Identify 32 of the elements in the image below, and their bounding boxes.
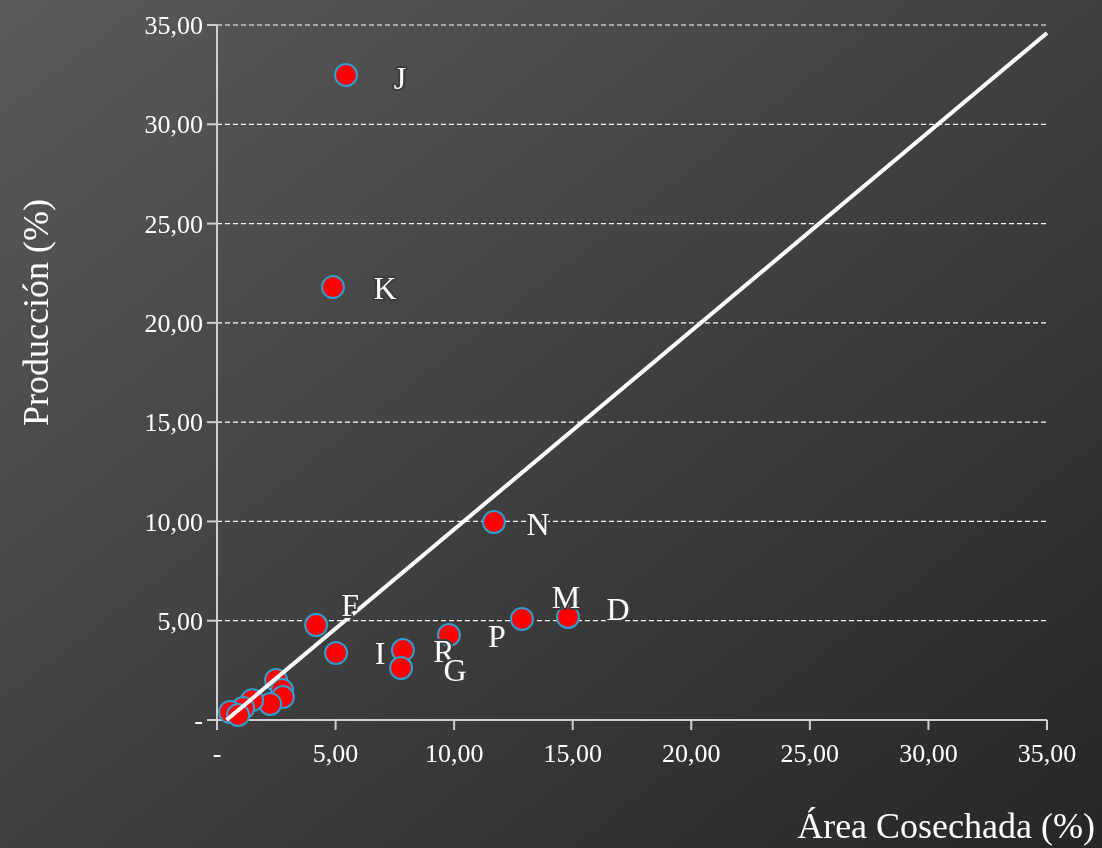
annotation: P — [488, 618, 506, 655]
y-tick-label: 30,00 — [144, 110, 203, 140]
annotation: M — [551, 579, 581, 616]
annotation: D — [606, 591, 630, 628]
y-tick-label: 10,00 — [144, 507, 203, 537]
y-tick-label: 5,00 — [157, 606, 203, 636]
x-tick-label: - — [212, 739, 222, 768]
point — [320, 275, 345, 300]
point — [481, 510, 506, 534]
y-axis-title: Producción (%) — [16, 199, 56, 426]
point — [509, 606, 534, 631]
annotation: K — [373, 270, 397, 307]
annotation: F — [341, 587, 360, 624]
x-tick-label: 10,00 — [424, 739, 484, 768]
y-tick-label: 35,00 — [144, 11, 203, 41]
x-tick-label: 25,00 — [780, 739, 840, 768]
annotation: J — [393, 60, 407, 97]
y-tick-label: 15,00 — [144, 408, 203, 438]
annotation: I — [374, 635, 386, 672]
point — [324, 641, 349, 666]
point — [334, 63, 358, 88]
y-tick-label: - — [194, 706, 203, 736]
x-axis-title: Área Cosechada (%) — [797, 806, 1095, 846]
x-tick-label: 35,00 — [1017, 739, 1077, 768]
y-tick-label: 20,00 — [144, 308, 203, 338]
point — [389, 656, 414, 680]
x-tick-label: 5,00 — [312, 739, 359, 768]
point — [304, 613, 329, 638]
x-tick-label: 30,00 — [899, 739, 958, 768]
x-tick-label: 15,00 — [543, 739, 602, 768]
x-tick-label: 20,00 — [662, 739, 721, 768]
y-tick-label: 25,00 — [144, 209, 203, 239]
